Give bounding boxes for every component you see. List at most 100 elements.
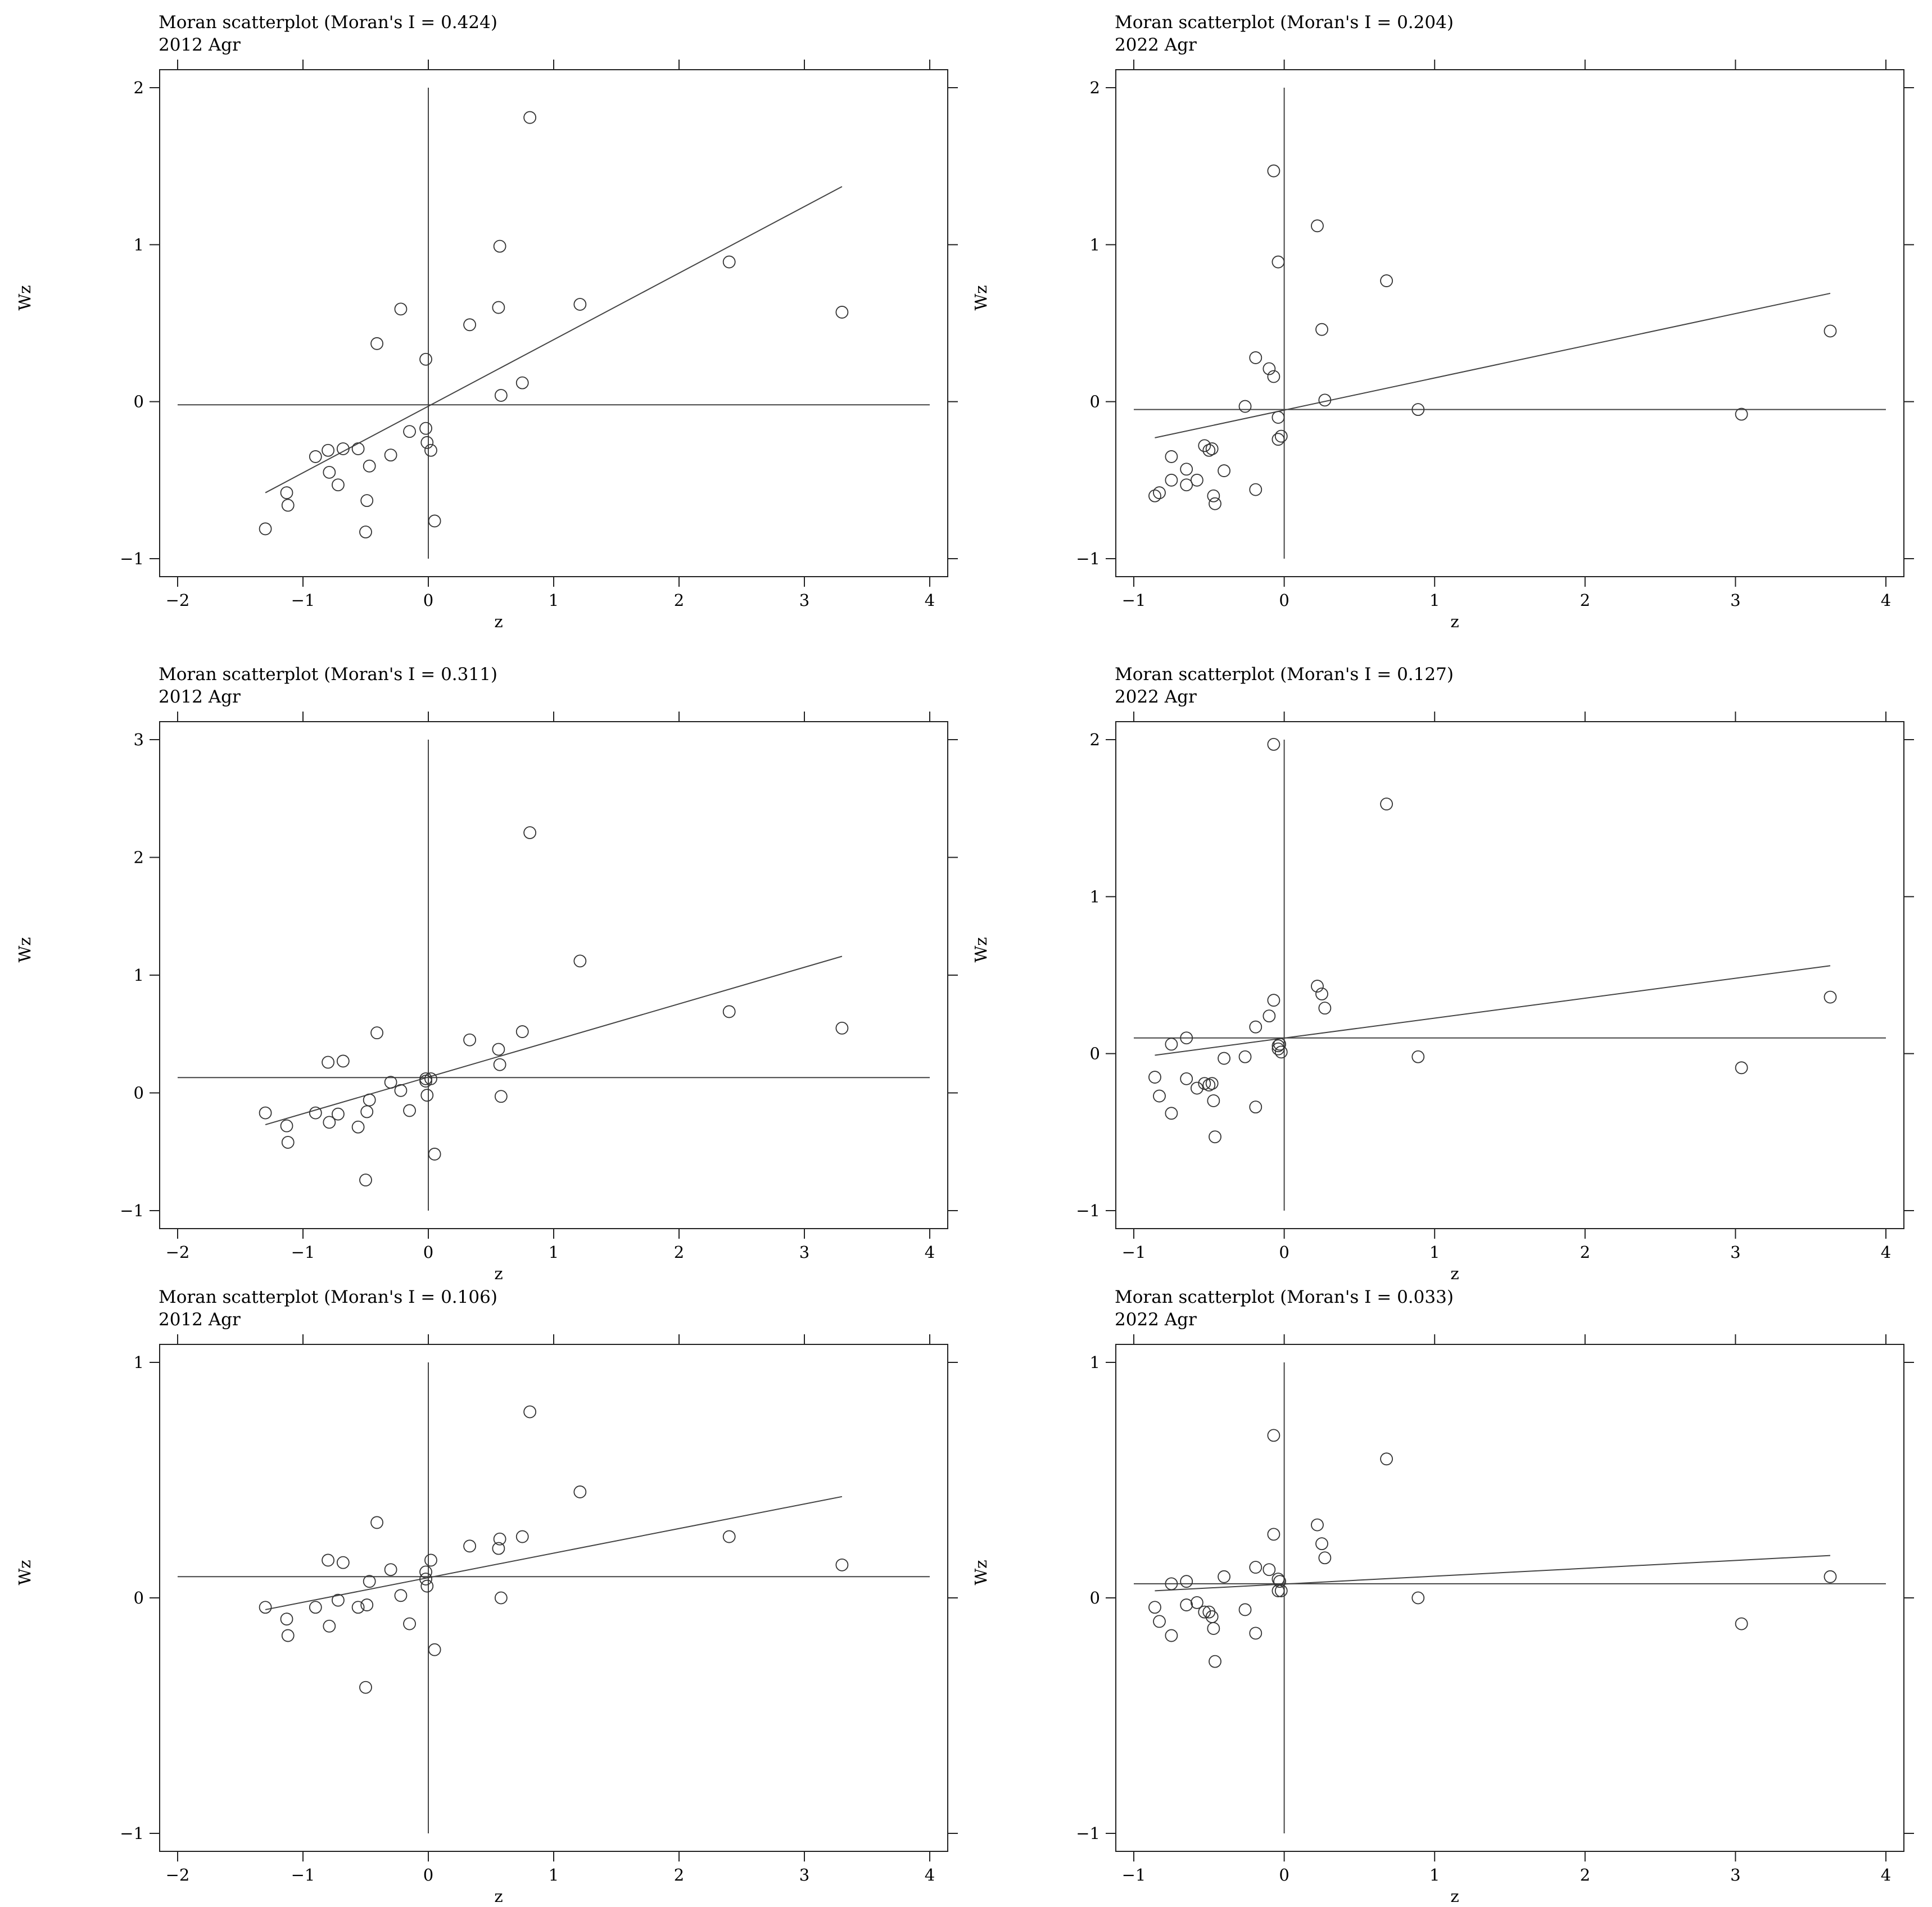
data-point xyxy=(1238,400,1252,413)
data-point xyxy=(463,1033,476,1047)
data-point xyxy=(420,1089,434,1102)
x-tick-label: 4 xyxy=(925,1865,935,1885)
panel-title: Moran scatterplot (Moran's I = 0.033) xyxy=(1115,1287,1454,1307)
data-point xyxy=(336,442,350,455)
panel-title: Moran scatterplot (Moran's I = 0.311) xyxy=(159,664,497,685)
data-point xyxy=(1318,393,1332,407)
x-tick-label: 1 xyxy=(549,1865,559,1885)
data-point xyxy=(1273,1575,1286,1588)
y-tick-label: −1 xyxy=(1076,1201,1100,1220)
data-point xyxy=(1267,1429,1281,1442)
data-point xyxy=(428,514,441,528)
panel-title: Moran scatterplot (Moran's I = 0.106) xyxy=(159,1287,497,1307)
data-point xyxy=(1411,1591,1425,1605)
data-point xyxy=(1218,464,1230,477)
data-point xyxy=(384,1076,397,1089)
data-point xyxy=(1311,1518,1324,1532)
x-tick-label: −2 xyxy=(166,591,190,610)
data-point xyxy=(403,1104,416,1117)
data-point xyxy=(323,465,336,479)
x-tick-label: −1 xyxy=(291,1865,315,1885)
data-point xyxy=(523,826,537,839)
data-point xyxy=(573,954,587,968)
data-point xyxy=(1411,403,1425,416)
data-point xyxy=(1311,980,1324,993)
data-point xyxy=(1315,988,1328,1000)
data-point xyxy=(323,1116,336,1129)
data-point xyxy=(1824,1570,1837,1583)
data-point xyxy=(1267,737,1281,751)
data-point xyxy=(259,1601,272,1614)
data-point xyxy=(1202,443,1216,457)
x-tick-label: 3 xyxy=(1730,591,1740,610)
data-point xyxy=(281,499,295,512)
data-point xyxy=(1180,1598,1193,1611)
data-point xyxy=(281,1629,295,1642)
data-point xyxy=(363,1093,376,1107)
data-point xyxy=(360,1105,374,1118)
data-point xyxy=(722,1005,736,1018)
data-point xyxy=(360,1598,374,1611)
data-point xyxy=(309,1106,322,1120)
y-axis-label: Wz xyxy=(15,937,34,962)
data-point xyxy=(722,255,736,269)
data-point xyxy=(1148,1601,1161,1614)
y-axis-label: Wz xyxy=(971,937,990,962)
data-point xyxy=(835,1558,849,1571)
data-point xyxy=(1190,1081,1203,1095)
data-point xyxy=(309,450,322,463)
data-point xyxy=(1180,478,1193,492)
panel-title: Moran scatterplot (Moran's I = 0.424) xyxy=(159,12,497,33)
x-tick-label: −2 xyxy=(166,1243,190,1262)
data-point xyxy=(1165,1038,1178,1051)
data-point xyxy=(1311,219,1324,233)
data-point xyxy=(523,111,537,124)
data-point xyxy=(492,1542,505,1555)
y-tick-label: 1 xyxy=(1090,235,1100,254)
data-point xyxy=(492,1043,505,1056)
data-point xyxy=(493,239,506,253)
y-tick-label: 0 xyxy=(134,1084,144,1103)
data-point xyxy=(1165,450,1178,463)
x-tick-label: −1 xyxy=(291,591,315,610)
data-point xyxy=(1380,274,1393,287)
panel-subtitle: 2012 Agr xyxy=(159,1310,241,1330)
y-axis-label: Wz xyxy=(15,285,34,310)
scatter-panel-3: Moran scatterplot (Moran's I = 0.311)201… xyxy=(15,664,958,1283)
data-point xyxy=(1153,1089,1166,1103)
data-point xyxy=(1153,486,1166,500)
scatter-panel-5: Moran scatterplot (Moran's I = 0.106) 201… xyxy=(15,1287,958,1906)
x-tick-label: −1 xyxy=(1122,591,1146,610)
data-point xyxy=(1273,1038,1286,1051)
data-point xyxy=(1209,1130,1221,1144)
data-point xyxy=(370,1026,383,1040)
x-tick-label: 3 xyxy=(799,1865,809,1885)
panel-subtitle: 2022 Agr xyxy=(1115,35,1197,55)
data-point xyxy=(493,1532,506,1546)
data-point xyxy=(420,1579,434,1593)
data-point xyxy=(1249,483,1263,496)
data-point xyxy=(394,302,408,316)
scatter-panel-2: Moran scatterplot (Moran's I = 0.204)202… xyxy=(971,12,1914,631)
data-point xyxy=(1190,473,1203,487)
x-tick-label: −1 xyxy=(291,1243,315,1262)
data-point xyxy=(1267,370,1281,383)
data-point xyxy=(494,389,508,402)
x-tick-label: 1 xyxy=(1429,1865,1440,1885)
x-tick-label: 1 xyxy=(1429,1243,1440,1262)
y-tick-label: −1 xyxy=(1076,1824,1100,1843)
x-tick-label: 2 xyxy=(1580,1243,1590,1262)
data-point xyxy=(1190,1596,1203,1609)
data-point xyxy=(351,1601,365,1614)
x-axis-label: z xyxy=(1450,612,1459,631)
data-point xyxy=(394,1084,408,1097)
y-tick-label: 1 xyxy=(134,1353,144,1372)
data-point xyxy=(359,1680,372,1694)
x-tick-label: 2 xyxy=(674,1865,684,1885)
data-point xyxy=(1165,1629,1178,1642)
data-point xyxy=(1165,1107,1178,1120)
y-tick-label: −1 xyxy=(120,1201,144,1220)
data-point xyxy=(332,478,345,492)
data-point xyxy=(332,1593,345,1607)
